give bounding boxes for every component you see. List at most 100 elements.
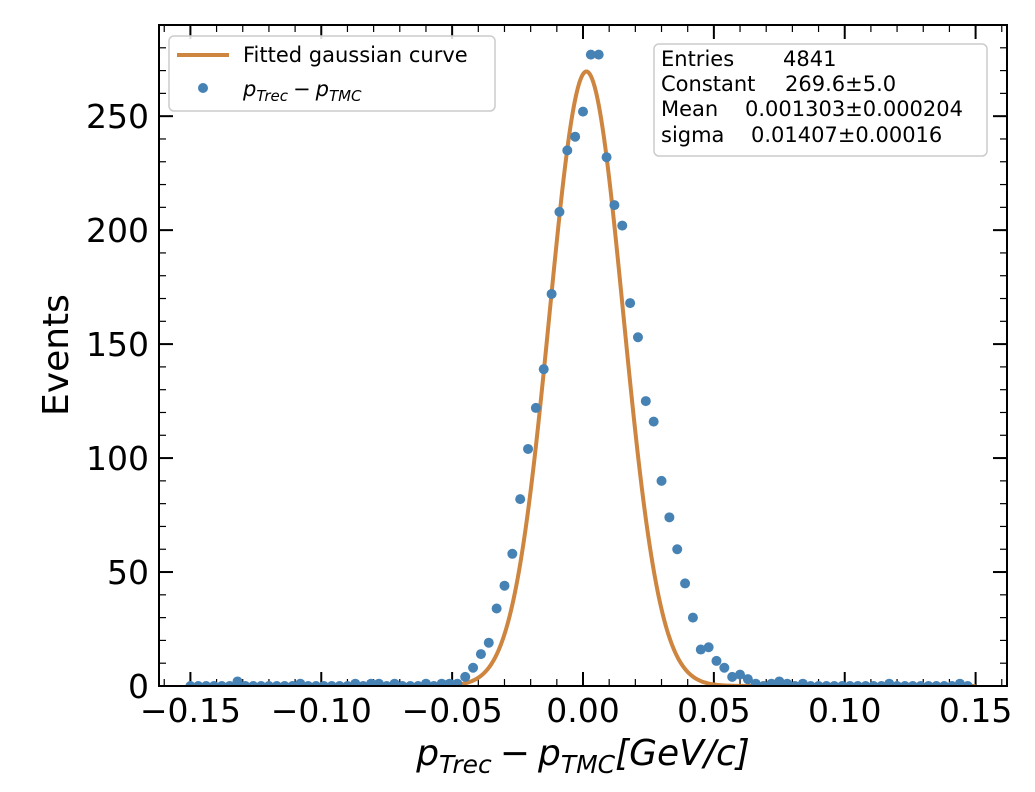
data-point xyxy=(687,612,698,623)
data-point xyxy=(389,678,400,686)
data-point xyxy=(358,681,369,686)
data-point xyxy=(515,494,526,505)
data-point xyxy=(915,681,926,686)
data-point xyxy=(735,669,746,680)
data-point xyxy=(711,655,722,666)
data-point xyxy=(248,681,259,686)
data-point xyxy=(727,671,738,682)
data-point xyxy=(703,642,714,653)
fit-curve-layer xyxy=(190,69,976,686)
data-point xyxy=(420,678,431,686)
data-point xyxy=(366,678,376,686)
data-point xyxy=(939,681,950,686)
x-tick-label: 0.00 xyxy=(546,691,619,730)
data-point xyxy=(491,603,502,614)
data-point xyxy=(279,681,290,686)
x-tick-label: 0.05 xyxy=(677,691,750,730)
data-point xyxy=(271,681,282,686)
data-point xyxy=(436,678,447,686)
data-point xyxy=(656,475,667,486)
data-point xyxy=(373,678,384,686)
data-point xyxy=(680,578,691,589)
data-point xyxy=(625,298,636,309)
data-points-layer xyxy=(185,49,973,686)
y-tick-label: 150 xyxy=(86,325,149,364)
stats-constant-label: Constant xyxy=(661,72,755,96)
data-point xyxy=(892,681,903,686)
y-tick-label: 50 xyxy=(107,553,149,592)
legend-points-minus: − xyxy=(293,77,311,101)
x-tick-label: 0.10 xyxy=(808,691,881,730)
data-point xyxy=(695,644,706,655)
data-point xyxy=(499,580,510,591)
data-point xyxy=(719,662,730,673)
y-tick-label: 200 xyxy=(86,211,149,250)
data-point xyxy=(334,681,345,686)
fit-curve xyxy=(190,69,976,686)
x-tick-label: −0.15 xyxy=(140,691,241,730)
data-point xyxy=(750,678,761,686)
data-point xyxy=(444,678,455,686)
data-point xyxy=(342,681,353,686)
data-point xyxy=(201,681,212,686)
data-point xyxy=(766,678,777,686)
data-point xyxy=(609,200,620,211)
data-point xyxy=(405,681,416,686)
data-point xyxy=(216,681,227,686)
data-point xyxy=(790,681,800,686)
x-axis-title-minus: − xyxy=(500,733,530,774)
data-point xyxy=(507,548,518,559)
data-point xyxy=(860,681,871,686)
y-tick-label: 100 xyxy=(86,439,149,478)
stats-entries-label: Entries xyxy=(661,47,734,71)
data-point xyxy=(852,681,863,686)
data-point xyxy=(821,681,832,686)
legend-points-p2: p xyxy=(315,77,329,101)
data-point xyxy=(530,402,541,413)
x-axis-title-p2: p xyxy=(537,733,561,774)
data-point xyxy=(185,681,196,686)
data-point xyxy=(931,681,942,686)
data-point xyxy=(570,131,581,142)
data-point xyxy=(593,49,604,60)
x-tick-label: 0.15 xyxy=(939,691,1012,730)
data-point xyxy=(350,678,361,686)
data-point xyxy=(632,332,643,343)
data-point xyxy=(617,220,628,231)
data-point xyxy=(640,396,651,407)
data-point xyxy=(578,106,588,117)
plot-frame xyxy=(158,24,1008,687)
legend: Fitted gaussian curve pTrec − pTMC xyxy=(168,35,496,112)
legend-points-p1: p xyxy=(242,77,256,101)
legend-points-label: pTrec − pTMC xyxy=(242,77,362,105)
data-point xyxy=(554,206,565,217)
data-point xyxy=(758,681,769,686)
data-point xyxy=(546,288,557,299)
data-point xyxy=(295,678,306,686)
data-point xyxy=(523,443,534,454)
stats-box: Entries 4841 Constant 269.6±5.0 Mean 0.0… xyxy=(653,43,988,157)
data-point xyxy=(232,676,243,686)
data-point xyxy=(256,681,267,686)
x-axis-title-p1: p xyxy=(415,733,439,774)
data-point xyxy=(381,681,392,686)
data-point xyxy=(475,649,486,660)
data-point xyxy=(240,681,251,686)
data-point xyxy=(672,544,683,555)
data-point xyxy=(318,681,329,686)
data-point xyxy=(303,681,314,686)
data-point xyxy=(899,681,910,686)
data-point xyxy=(947,681,958,686)
legend-fit-label: Fitted gaussian curve xyxy=(243,43,468,67)
data-point xyxy=(585,49,596,60)
data-point xyxy=(413,681,424,686)
data-point xyxy=(428,681,439,686)
data-point xyxy=(601,152,612,163)
stats-sigma-label: sigma xyxy=(661,123,724,147)
data-point xyxy=(538,364,549,375)
x-axis-title-unit: [GeV/c] xyxy=(615,733,750,774)
data-point xyxy=(829,681,840,686)
stats-entries-value: 4841 xyxy=(783,47,836,71)
data-point xyxy=(311,681,322,686)
